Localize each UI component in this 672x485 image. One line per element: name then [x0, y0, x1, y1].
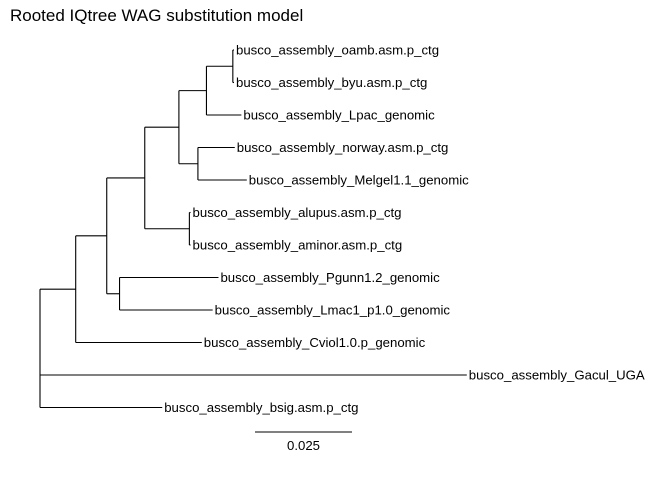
tip-labels: busco_assembly_oamb.asm.p_ctg busco_assem…: [164, 43, 645, 416]
tip-label: busco_assembly_Lpac_genomic: [243, 108, 435, 123]
tip-label: busco_assembly_byu.asm.p_ctg: [236, 75, 427, 90]
tip-label: busco_assembly_Cviol1.0.p_genomic: [204, 335, 426, 350]
scale-bar-label: 0.025: [287, 438, 320, 453]
chart-title: Rooted IQtree WAG substitution model: [10, 6, 303, 25]
tip-label: busco_assembly_Gacul_UGA: [469, 368, 645, 383]
tip-label: busco_assembly_alupus.asm.p_ctg: [193, 205, 402, 220]
tip-label: busco_assembly_aminor.asm.p_ctg: [193, 238, 403, 253]
tip-label: busco_assembly_oamb.asm.p_ctg: [236, 43, 439, 58]
tree-branches: [39, 49, 467, 409]
tip-label: busco_assembly_norway.asm.p_ctg: [237, 140, 449, 155]
tip-label: busco_assembly_Melgel1.1_genomic: [249, 173, 469, 188]
tip-label: busco_assembly_Lmac1_p1.0_genomic: [215, 303, 451, 318]
tip-label: busco_assembly_Pgunn1.2_genomic: [220, 270, 440, 285]
tip-label: busco_assembly_bsig.asm.p_ctg: [164, 400, 358, 415]
scale-bar: 0.025: [255, 431, 352, 453]
